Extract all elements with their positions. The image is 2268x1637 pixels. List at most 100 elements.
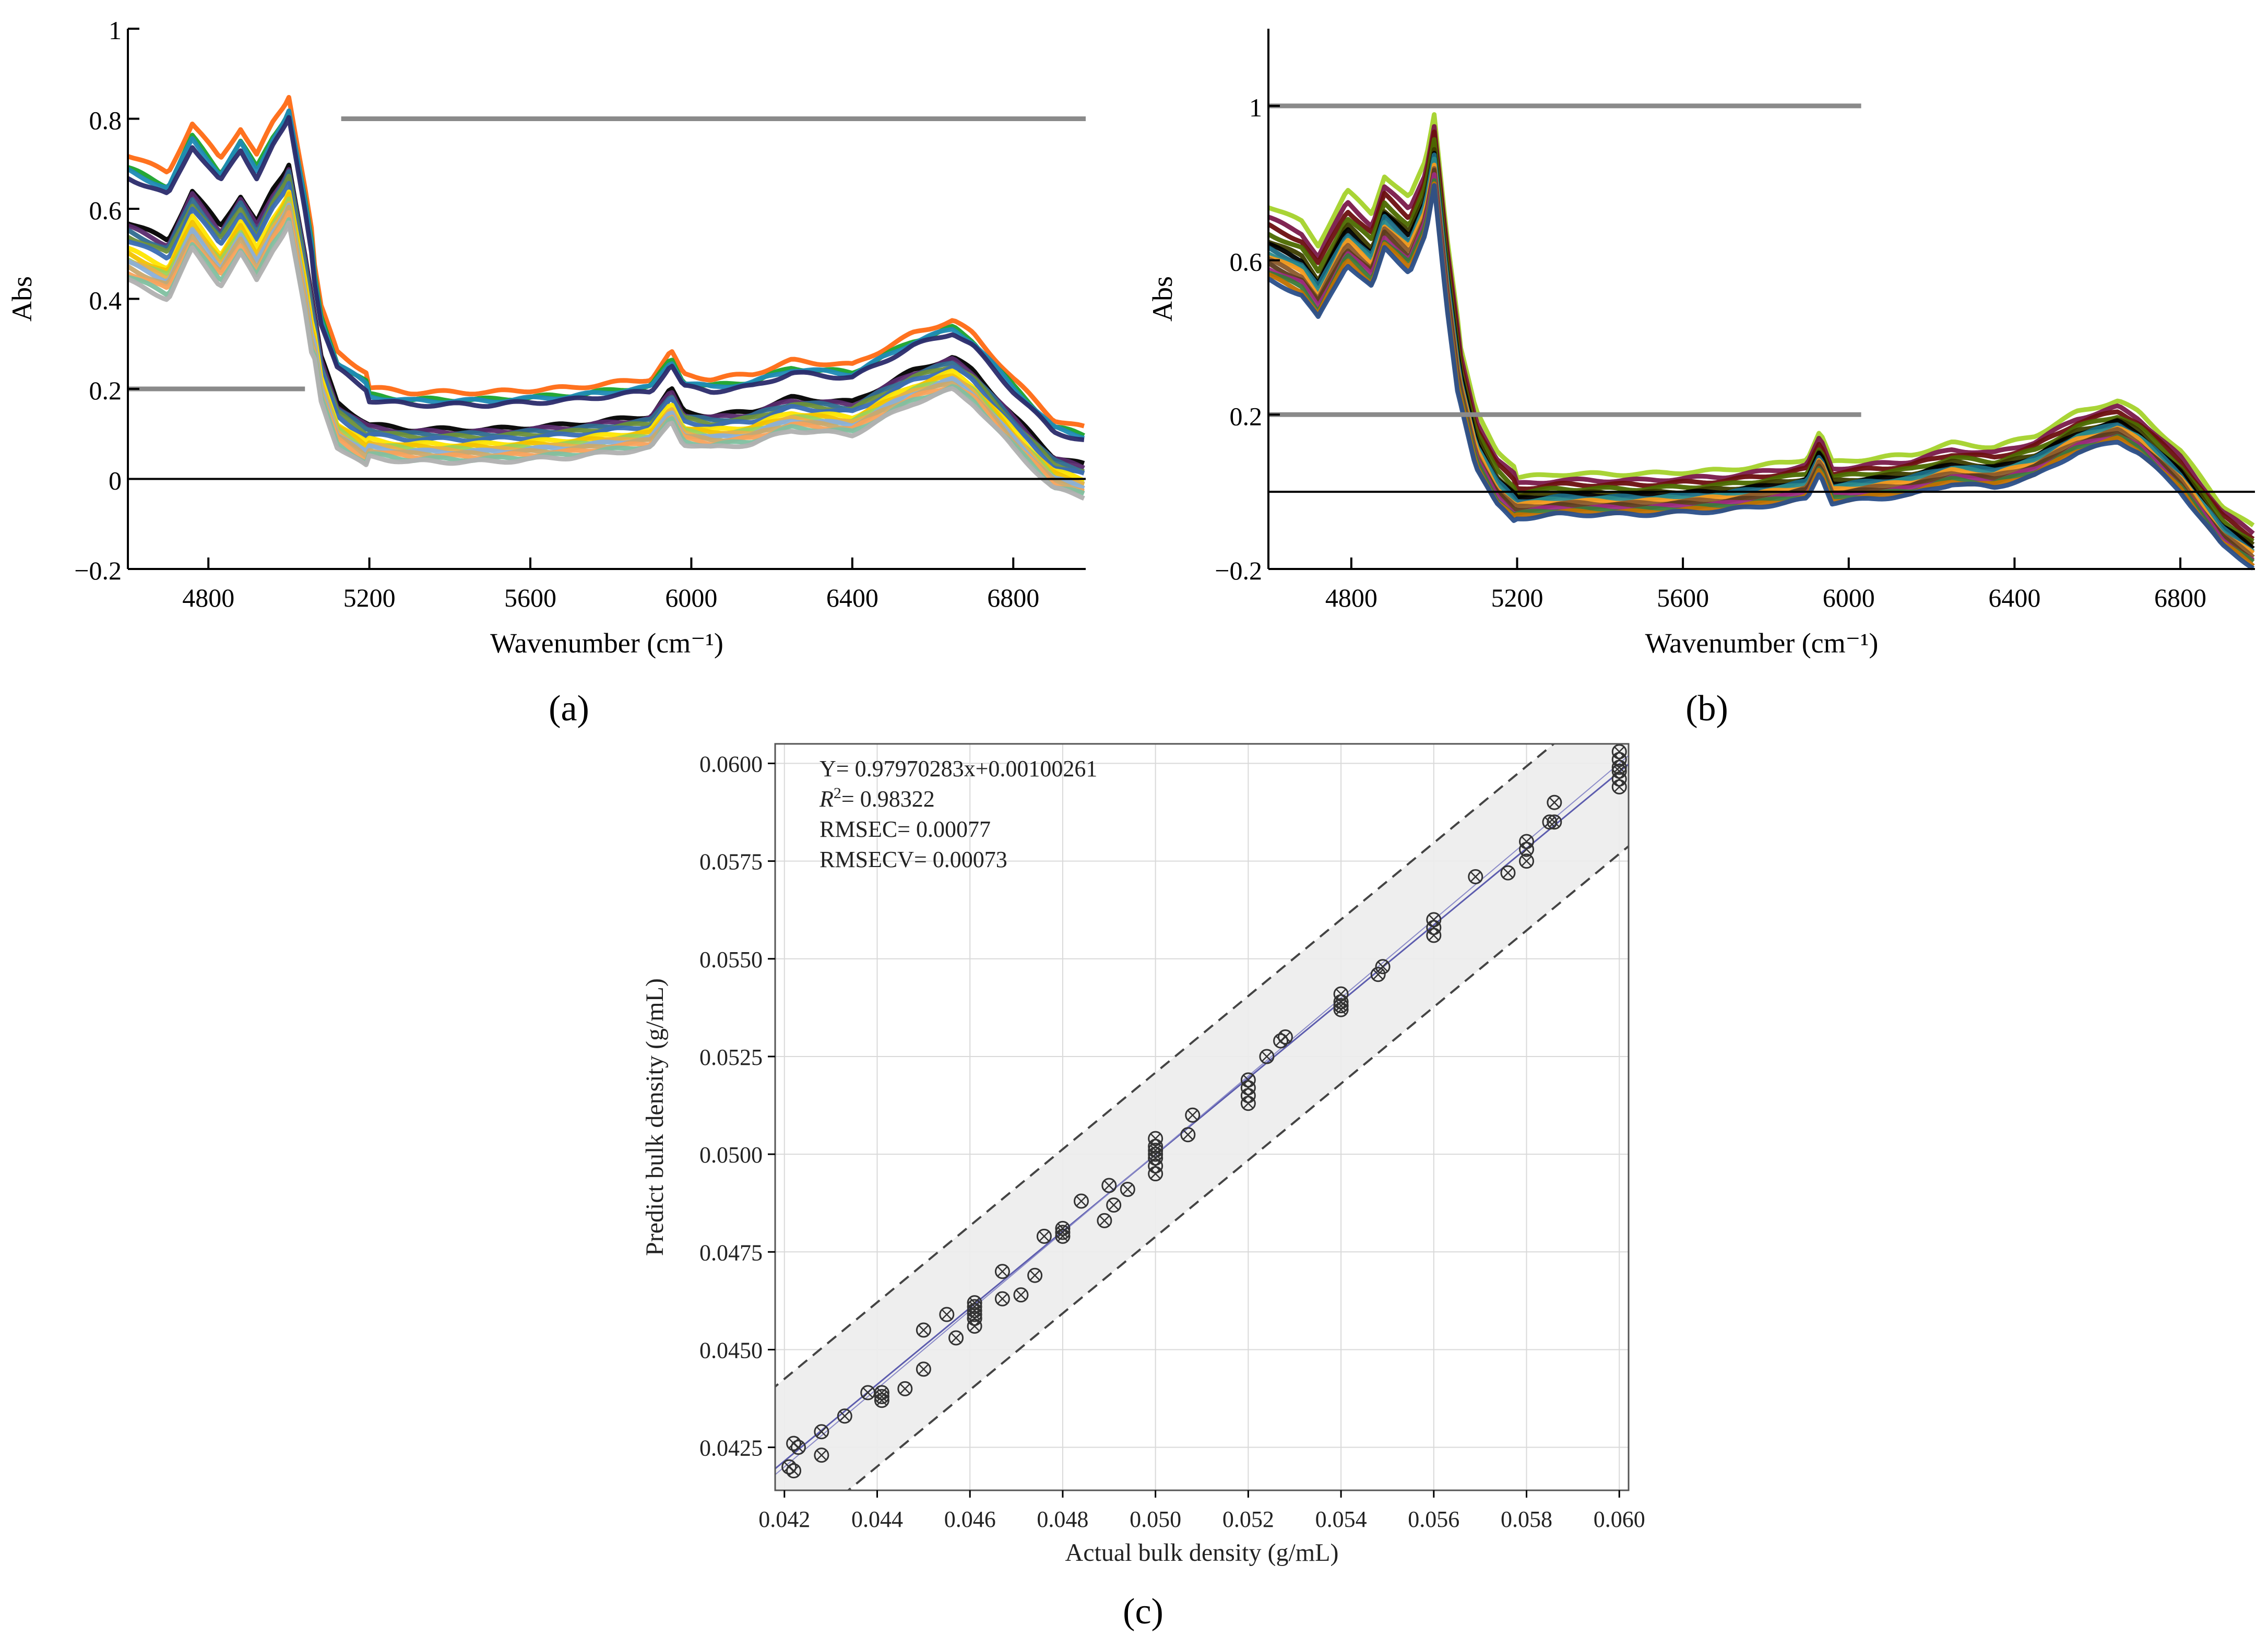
x-tick-label: 6400 — [1988, 583, 2040, 612]
x-tick-label: 4800 — [1325, 583, 1378, 612]
data-point-cross — [1058, 1227, 1068, 1238]
data-point-circle — [1375, 959, 1391, 975]
data-point-circle — [1426, 920, 1442, 935]
data-point-circle — [786, 1436, 802, 1451]
data-point-cross — [1614, 762, 1625, 773]
panel-caption: (c) — [1123, 1592, 1163, 1632]
x-tick-label: 0.050 — [1130, 1506, 1181, 1532]
y-axis-label: Abs — [6, 276, 38, 322]
spectrum-series-line — [1267, 183, 2255, 571]
data-point-circle — [1611, 779, 1627, 794]
data-point-cross — [1243, 1074, 1254, 1085]
data-point-cross — [1614, 746, 1625, 757]
data-point-circle — [1148, 1143, 1163, 1158]
data-point-circle — [1240, 1080, 1256, 1096]
data-point — [1148, 1150, 1163, 1166]
y-tick-label: 0.0525 — [699, 1045, 763, 1070]
data-point-circle — [1611, 771, 1627, 787]
x-tick-label: 0.046 — [944, 1506, 996, 1532]
panel-a: −0.2 0 0.2 0.4 0.6 0.8 1 4800 5200 5600 6000 6400 68… — [6, 16, 1086, 729]
data-point-circle — [1055, 1225, 1071, 1240]
data-point-circle — [1036, 1228, 1052, 1244]
rmsecv-annotation: RMSECV= 0.00073 — [820, 847, 1007, 872]
data-point-circle — [1333, 994, 1349, 1010]
data-point — [837, 1408, 852, 1424]
data-point-circle — [994, 1291, 1010, 1307]
data-point — [897, 1381, 913, 1396]
data-point-cross — [1521, 836, 1532, 847]
data-point — [1240, 1088, 1256, 1104]
data-point — [1333, 986, 1349, 1002]
data-point-circle — [781, 1459, 797, 1475]
y-tick-label: 0.0475 — [699, 1240, 763, 1265]
data-point — [939, 1307, 955, 1322]
data-point — [967, 1319, 982, 1334]
x-tick-label: 0.060 — [1594, 1506, 1645, 1532]
data-point — [1611, 779, 1627, 794]
data-point-circle — [786, 1463, 802, 1479]
data-point-circle — [1277, 1029, 1293, 1045]
data-point-circle — [1273, 1033, 1289, 1049]
r2-annotation: R2= 0.98322 — [819, 785, 935, 812]
y-tick-label: 0.0575 — [699, 849, 763, 875]
data-point-cross — [788, 1438, 799, 1449]
data-point-circle — [897, 1381, 913, 1396]
panel-b: −0.2 0.2 0.6 1 4800 5200 5600 6000 6400 6800 Waven… — [1147, 29, 2255, 729]
x-tick-label: 5200 — [343, 583, 396, 612]
data-point — [948, 1330, 964, 1346]
data-point-cross — [969, 1309, 980, 1320]
rmsec-annotation: RMSEC= 0.00077 — [820, 816, 991, 842]
data-point — [1333, 1002, 1349, 1017]
data-point-cross — [969, 1297, 980, 1308]
data-point-cross — [839, 1410, 850, 1421]
data-point-circle — [1073, 1193, 1089, 1209]
data-point — [1333, 998, 1349, 1014]
data-point-circle — [967, 1307, 982, 1322]
data-point — [994, 1264, 1010, 1279]
data-point — [1027, 1267, 1043, 1283]
data-point-circle — [1259, 1049, 1275, 1064]
data-point-cross — [876, 1391, 887, 1402]
data-point — [874, 1385, 889, 1401]
data-point — [1277, 1029, 1293, 1045]
data-point — [1333, 994, 1349, 1010]
data-point-circle — [837, 1408, 852, 1424]
data-point — [1611, 760, 1627, 775]
x-tick-label: 0.058 — [1501, 1506, 1552, 1532]
data-point-cross — [1336, 1000, 1346, 1011]
data-point — [1519, 841, 1535, 857]
data-point — [1055, 1228, 1071, 1244]
spectra-series-group — [1267, 112, 2255, 571]
data-point-cross — [876, 1387, 887, 1398]
data-point-circle — [967, 1295, 982, 1311]
data-point — [1148, 1138, 1163, 1154]
data-point-circle — [1333, 1002, 1349, 1017]
data-point — [1185, 1107, 1201, 1123]
data-point — [1148, 1158, 1163, 1174]
data-point-cross — [969, 1313, 980, 1324]
data-point-circle — [1519, 841, 1535, 857]
data-point-cross — [1150, 1153, 1161, 1164]
data-point-circle — [874, 1385, 889, 1401]
data-point-circle — [1148, 1131, 1163, 1146]
data-point-cross — [788, 1465, 799, 1476]
data-point-cross — [1378, 961, 1388, 972]
data-point-cross — [1099, 1215, 1110, 1226]
data-point — [814, 1448, 829, 1463]
spectrum-series-line — [1267, 124, 2255, 536]
y-tick-label: 0 — [109, 466, 122, 495]
data-point — [1073, 1193, 1089, 1209]
data-point — [1370, 967, 1386, 982]
data-point-circle — [948, 1330, 964, 1346]
data-point-circle — [1097, 1213, 1112, 1228]
data-point-cross — [1614, 781, 1625, 792]
data-point-circle — [1426, 912, 1442, 928]
data-point — [1611, 771, 1627, 787]
x-tick-label: 0.054 — [1315, 1506, 1367, 1532]
spectra-series-group — [126, 94, 1085, 501]
data-point-cross — [969, 1301, 980, 1312]
x-tick-label: 0.052 — [1222, 1506, 1274, 1532]
data-point-circle — [1148, 1138, 1163, 1154]
data-point-cross — [1150, 1133, 1161, 1144]
data-point-circle — [967, 1299, 982, 1314]
